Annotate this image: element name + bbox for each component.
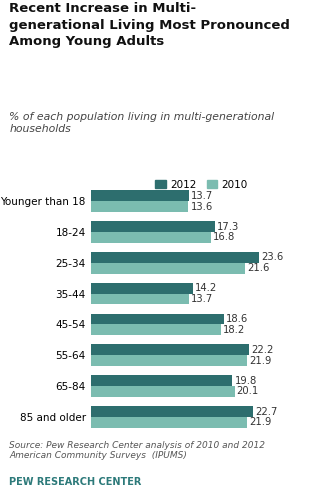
Bar	[91, 325, 221, 335]
Text: 18.2: 18.2	[223, 325, 246, 335]
Text: Source: Pew Research Center analysis of 2010 and 2012
American Community Surveys: Source: Pew Research Center analysis of …	[9, 441, 265, 460]
Text: 17.3: 17.3	[217, 222, 239, 232]
Bar	[91, 345, 250, 355]
Text: Recent Increase in Multi-
generational Living Most Pronounced
Among Young Adults: Recent Increase in Multi- generational L…	[9, 2, 290, 48]
Text: 22.2: 22.2	[252, 345, 274, 355]
Text: 21.9: 21.9	[250, 417, 272, 427]
Bar	[91, 232, 211, 243]
Bar	[91, 283, 193, 294]
Bar	[91, 294, 189, 304]
Bar	[91, 386, 235, 397]
Bar	[91, 252, 259, 263]
Legend: 2012, 2010: 2012, 2010	[151, 175, 252, 194]
Bar	[91, 314, 224, 325]
Text: 20.1: 20.1	[237, 386, 259, 396]
Bar	[91, 417, 247, 428]
Bar	[91, 375, 232, 386]
Bar	[91, 263, 245, 273]
Bar	[91, 221, 215, 232]
Text: 13.6: 13.6	[190, 202, 213, 212]
Text: 18.6: 18.6	[226, 314, 248, 324]
Text: 13.7: 13.7	[191, 191, 213, 201]
Text: 14.2: 14.2	[195, 283, 217, 293]
Text: 21.6: 21.6	[247, 263, 270, 273]
Text: 16.8: 16.8	[213, 233, 235, 243]
Text: 22.7: 22.7	[255, 406, 277, 416]
Text: 19.8: 19.8	[235, 375, 257, 385]
Text: % of each population living in multi-generational
households: % of each population living in multi-gen…	[9, 112, 274, 134]
Text: 13.7: 13.7	[191, 294, 213, 304]
Bar	[91, 406, 253, 417]
Text: 21.9: 21.9	[250, 356, 272, 366]
Bar	[91, 190, 189, 201]
Bar	[91, 355, 247, 366]
Text: PEW RESEARCH CENTER: PEW RESEARCH CENTER	[9, 477, 142, 487]
Bar	[91, 201, 188, 212]
Text: 23.6: 23.6	[262, 252, 284, 262]
